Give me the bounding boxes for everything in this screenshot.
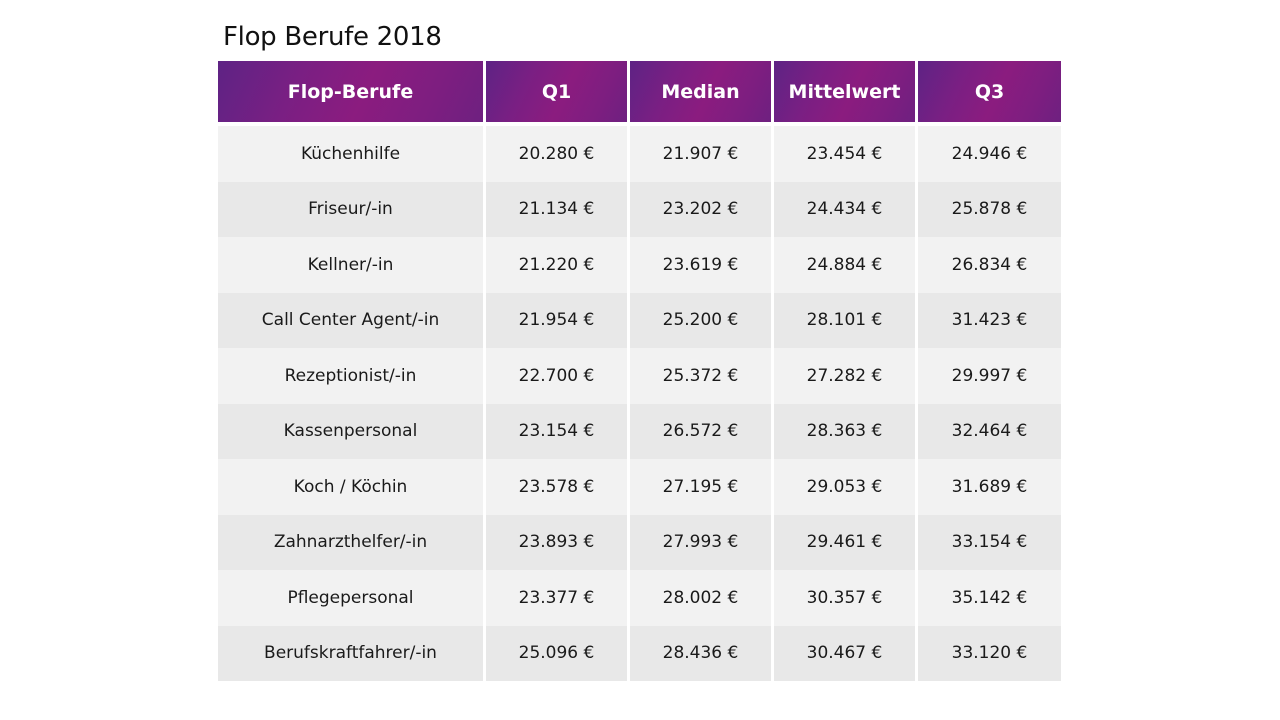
cell-q3: 31.689 €: [918, 459, 1061, 515]
salary-table: Flop-Berufe Q1 Median Mittelwert Q3 Küch…: [218, 61, 1061, 681]
cell-q3: 31.423 €: [918, 292, 1061, 348]
cell-median: 23.202 €: [630, 181, 771, 237]
cell-q1: 21.220 €: [486, 237, 627, 293]
cell-mittelwert: 28.363 €: [774, 403, 915, 459]
cell-q3: 32.464 €: [918, 403, 1061, 459]
cell-mittelwert: 24.434 €: [774, 181, 915, 237]
cell-beruf: Pflegepersonal: [218, 570, 483, 626]
cell-beruf: Kellner/-in: [218, 237, 483, 293]
cell-q1: 23.377 €: [486, 570, 627, 626]
cell-q3: 29.997 €: [918, 348, 1061, 404]
cell-q1: 23.893 €: [486, 514, 627, 570]
cell-q1: 23.578 €: [486, 459, 627, 515]
cell-median: 28.002 €: [630, 570, 771, 626]
cell-q3: 35.142 €: [918, 570, 1061, 626]
cell-mittelwert: 29.053 €: [774, 459, 915, 515]
cell-beruf: Koch / Köchin: [218, 459, 483, 515]
cell-mittelwert: 23.454 €: [774, 126, 915, 182]
cell-beruf: Kassenpersonal: [218, 403, 483, 459]
cell-beruf: Küchenhilfe: [218, 126, 483, 182]
table-row: Zahnarzthelfer/-in 23.893 €27.993 €29.461…: [218, 514, 1061, 570]
table-row: Friseur/-in 21.134 €23.202 €24.434 €25.87…: [218, 181, 1061, 237]
cell-median: 23.619 €: [630, 237, 771, 293]
cell-median: 28.436 €: [630, 625, 771, 681]
cell-q3: 26.834 €: [918, 237, 1061, 293]
header-q1: Q1: [486, 61, 627, 122]
cell-q1: 20.280 €: [486, 126, 627, 182]
cell-beruf: Berufskraftfahrer/-in: [218, 625, 483, 681]
table-row: Küchenhilfe 20.280 €21.907 €23.454 €24.94…: [218, 126, 1061, 182]
cell-beruf: Zahnarzthelfer/-in: [218, 514, 483, 570]
header-mittelwert: Mittelwert: [774, 61, 915, 122]
cell-mittelwert: 28.101 €: [774, 292, 915, 348]
cell-mittelwert: 24.884 €: [774, 237, 915, 293]
header-flop-berufe: Flop-Berufe: [218, 61, 483, 122]
cell-mittelwert: 30.467 €: [774, 625, 915, 681]
cell-q3: 24.946 €: [918, 126, 1061, 182]
cell-q3: 33.120 €: [918, 625, 1061, 681]
cell-median: 27.195 €: [630, 459, 771, 515]
cell-median: 25.200 €: [630, 292, 771, 348]
cell-mittelwert: 30.357 €: [774, 570, 915, 626]
cell-beruf: Rezeptionist/-in: [218, 348, 483, 404]
cell-mittelwert: 29.461 €: [774, 514, 915, 570]
cell-beruf: Friseur/-in: [218, 181, 483, 237]
table-header-row: Flop-Berufe Q1 Median Mittelwert Q3: [218, 61, 1061, 122]
table-row: Call Center Agent/-in 21.954 €25.200 €28.…: [218, 292, 1061, 348]
table-row: Berufskraftfahrer/-in 25.096 €28.436 €30.…: [218, 625, 1061, 681]
table-row: Rezeptionist/-in 22.700 €25.372 €27.282 €…: [218, 348, 1061, 404]
cell-q1: 25.096 €: [486, 625, 627, 681]
table-row: Pflegepersonal 23.377 €28.002 €30.357 €35…: [218, 570, 1061, 626]
cell-median: 27.993 €: [630, 514, 771, 570]
cell-median: 26.572 €: [630, 403, 771, 459]
cell-median: 21.907 €: [630, 126, 771, 182]
cell-beruf: Call Center Agent/-in: [218, 292, 483, 348]
table-row: Kassenpersonal 23.154 €26.572 €28.363 €32…: [218, 403, 1061, 459]
header-q3: Q3: [918, 61, 1061, 122]
cell-q3: 33.154 €: [918, 514, 1061, 570]
page-title: Flop Berufe 2018: [223, 22, 442, 52]
cell-q3: 25.878 €: [918, 181, 1061, 237]
cell-median: 25.372 €: [630, 348, 771, 404]
cell-mittelwert: 27.282 €: [774, 348, 915, 404]
header-median: Median: [630, 61, 771, 122]
cell-q1: 23.154 €: [486, 403, 627, 459]
cell-q1: 22.700 €: [486, 348, 627, 404]
table-row: Koch / Köchin 23.578 €27.195 €29.053 €31.…: [218, 459, 1061, 515]
table-body: Küchenhilfe 20.280 €21.907 €23.454 €24.94…: [218, 126, 1061, 681]
cell-q1: 21.954 €: [486, 292, 627, 348]
table-row: Kellner/-in 21.220 €23.619 €24.884 €26.83…: [218, 237, 1061, 293]
cell-q1: 21.134 €: [486, 181, 627, 237]
